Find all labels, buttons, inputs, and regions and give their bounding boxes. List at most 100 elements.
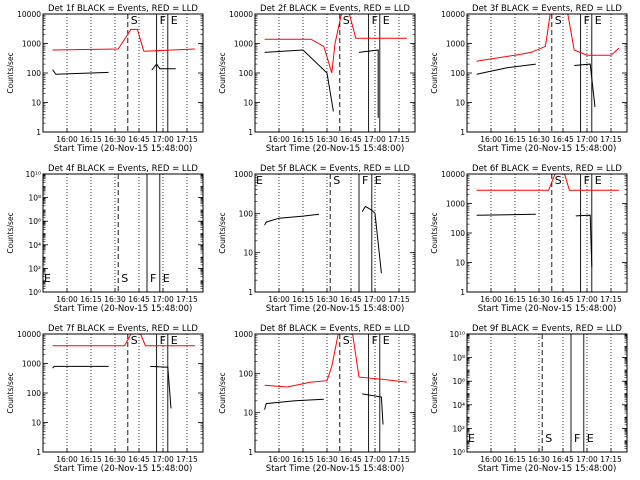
x-tick-label: 16:00 xyxy=(480,295,502,304)
x-tick-label: 17:15 xyxy=(600,135,622,144)
x-tick-label: 16:00 xyxy=(56,455,78,464)
y-tick-label: 10 xyxy=(243,99,253,108)
x-axis-label: Start Time (20-Nov-15 15:48:00) xyxy=(54,464,193,474)
x-tick-label: 17:15 xyxy=(388,135,410,144)
x-axis-label: Start Time (20-Nov-15 15:48:00) xyxy=(266,464,405,474)
plot-frame xyxy=(42,13,204,133)
x-tick-label: 16:30 xyxy=(104,295,126,304)
y-tick-label: 10² xyxy=(28,264,41,273)
y-axis-label: Counts/sec xyxy=(218,52,227,93)
plot-frame xyxy=(254,13,416,133)
x-tick-label: 16:45 xyxy=(128,135,150,144)
y-tick-label: 100 xyxy=(27,69,42,78)
series-line-black xyxy=(264,398,324,410)
chart-panel: Det 7f BLACK = Events, RED = LLD Start Ti… xyxy=(6,324,204,474)
plot-frame xyxy=(466,173,628,293)
y-tick-label: 10 xyxy=(31,419,41,428)
y-tick-label: 10⁴ xyxy=(28,241,41,250)
marker-label-f: F xyxy=(160,334,166,347)
y-tick-label: 1000 xyxy=(234,170,253,179)
y-tick-label: 10000 xyxy=(17,10,41,19)
y-tick-label: 100 xyxy=(451,229,466,238)
y-tick-label: 1000 xyxy=(446,40,465,49)
marker-label-f: F xyxy=(160,14,166,27)
marker-label-e: E xyxy=(375,174,382,187)
marker-label-f: F xyxy=(150,272,156,285)
chart-title: Det 3f BLACK = Events, RED = LLD xyxy=(472,4,622,14)
y-axis-label: Counts/sec xyxy=(430,52,439,93)
x-tick-label: 16:45 xyxy=(128,295,150,304)
series-line-black xyxy=(362,393,384,425)
x-tick-label: 17:15 xyxy=(388,295,410,304)
y-tick-label: 10 xyxy=(455,259,465,268)
x-tick-label: 16:15 xyxy=(292,455,314,464)
chart-panel: Det 8f BLACK = Events, RED = LLD Start Ti… xyxy=(218,324,416,474)
chart-title: Det 2f BLACK = Events, RED = LLD xyxy=(260,4,410,14)
x-tick-label: 16:15 xyxy=(80,135,102,144)
x-tick-label: 16:00 xyxy=(268,135,290,144)
chart-panel: Det 9f BLACK = Events, RED = LLD Start Ti… xyxy=(430,324,628,474)
x-tick-label: 17:15 xyxy=(600,295,622,304)
x-tick-label: 16:30 xyxy=(104,455,126,464)
series-line-black xyxy=(476,63,536,75)
y-tick-label: 10000 xyxy=(229,10,253,19)
series-line-black xyxy=(358,49,379,118)
x-axis-label: Start Time (20-Nov-15 15:48:00) xyxy=(54,304,193,314)
x-axis-label: Start Time (20-Nov-15 15:48:00) xyxy=(478,304,617,314)
y-tick-label: 10¹⁰ xyxy=(449,330,465,339)
marker-label-f: F xyxy=(584,174,590,187)
y-tick-label: 10⁴ xyxy=(452,401,465,410)
y-tick-label: 10⁶ xyxy=(452,377,465,386)
series-line-black xyxy=(52,365,109,369)
marker-label-e: E xyxy=(383,334,390,347)
series-line-red xyxy=(264,333,408,388)
chart-panel: Det 6f BLACK = Events, RED = LLD Start Ti… xyxy=(430,164,628,314)
marker-label-s: S xyxy=(555,14,562,27)
marker-label-e: E xyxy=(256,174,263,187)
y-tick-label: 100 xyxy=(451,69,466,78)
y-axis-label: Counts/sec xyxy=(6,52,15,93)
y-axis-label: Counts/sec xyxy=(6,372,15,413)
x-tick-label: 16:00 xyxy=(480,135,502,144)
chart-title: Det 4f BLACK = Events, RED = LLD xyxy=(48,164,198,174)
y-tick-label: 10⁸ xyxy=(28,194,41,203)
x-tick-label: 16:15 xyxy=(504,295,526,304)
x-tick-label: 16:45 xyxy=(340,455,362,464)
marker-label-f: F xyxy=(372,14,378,27)
plot-frame xyxy=(254,173,416,293)
x-axis-label: Start Time (20-Nov-15 15:48:00) xyxy=(266,144,405,154)
marker-label-s: S xyxy=(555,174,562,187)
y-tick-label: 1000 xyxy=(234,40,253,49)
y-tick-label: 10⁰ xyxy=(452,448,465,457)
x-tick-label: 16:00 xyxy=(268,455,290,464)
x-tick-label: 16:30 xyxy=(316,135,338,144)
marker-label-s: S xyxy=(131,14,138,27)
x-tick-label: 17:00 xyxy=(364,135,386,144)
x-tick-label: 16:45 xyxy=(552,455,574,464)
series-line-black xyxy=(52,69,109,75)
x-tick-label: 17:00 xyxy=(152,295,174,304)
x-axis-label: Start Time (20-Nov-15 15:48:00) xyxy=(478,464,617,474)
y-tick-label: 10000 xyxy=(441,170,465,179)
y-tick-label: 10⁸ xyxy=(452,354,465,363)
y-tick-label: 100 xyxy=(27,389,42,398)
series-line-black xyxy=(151,63,176,71)
marker-label-e: E xyxy=(468,432,475,445)
y-tick-label: 1 xyxy=(248,128,253,137)
y-tick-label: 10 xyxy=(243,249,253,258)
y-tick-label: 10² xyxy=(452,424,465,433)
y-tick-label: 10¹⁰ xyxy=(25,170,41,179)
y-axis-label: Counts/sec xyxy=(6,212,15,253)
chart-title: Det 1f BLACK = Events, RED = LLD xyxy=(48,4,198,14)
marker-label-e: E xyxy=(587,432,594,445)
chart-title: Det 7f BLACK = Events, RED = LLD xyxy=(48,324,198,334)
x-tick-label: 17:15 xyxy=(176,135,198,144)
x-tick-label: 16:15 xyxy=(80,455,102,464)
x-tick-label: 16:00 xyxy=(480,455,502,464)
x-axis-label: Start Time (20-Nov-15 15:48:00) xyxy=(478,144,617,154)
y-tick-label: 10000 xyxy=(441,10,465,19)
y-tick-label: 100 xyxy=(239,369,254,378)
y-tick-label: 10000 xyxy=(17,330,41,339)
x-tick-label: 16:00 xyxy=(56,135,78,144)
x-tick-label: 16:30 xyxy=(316,455,338,464)
